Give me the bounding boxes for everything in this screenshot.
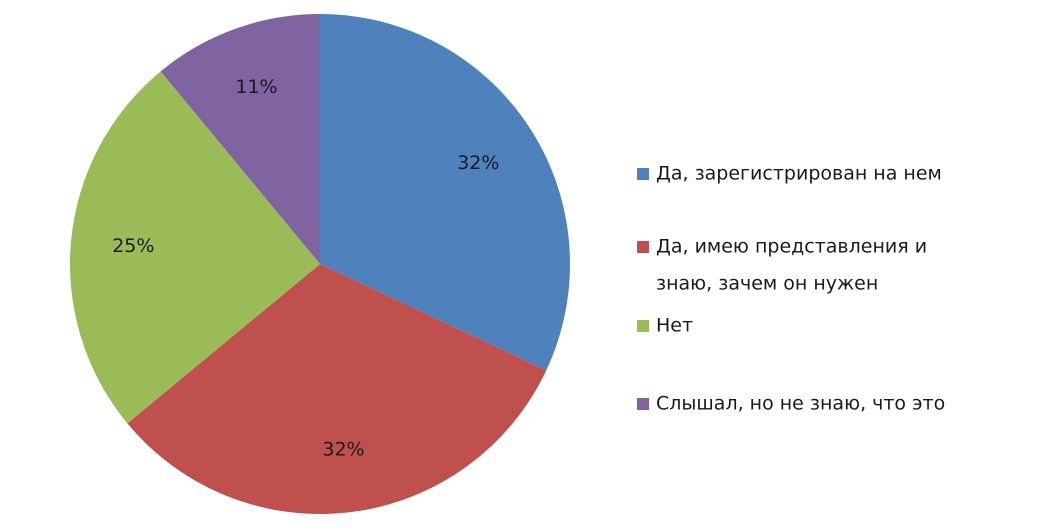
legend-label-2-line-2: знаю, зачем он нужен [656, 273, 878, 295]
legend-swatch-3 [637, 320, 649, 332]
pie-slice-labels: 32% 32% 25% 11% [112, 76, 499, 460]
legend-label-2-line-1: Да, имею представления и [656, 236, 927, 258]
slice-label-2: 32% [322, 439, 364, 461]
legend-label-3-line-1: Нет [656, 315, 693, 337]
legend-entry-2: Да, имею представления и знаю, зачем он н… [637, 236, 927, 295]
legend-label-4-line-1: Слышал, но не знаю, что это [656, 393, 945, 415]
pie-slices [69, 14, 571, 515]
slice-label-3: 25% [112, 235, 154, 257]
pie-slice-4 [160, 14, 320, 264]
slice-label-1: 32% [457, 152, 499, 174]
legend-entry-1: Да, зарегистрирован на нем [637, 163, 942, 185]
legend-label-1-line-1: Да, зарегистрирован на нем [656, 163, 942, 185]
pie-slice-1 [320, 14, 571, 371]
pie-slice-2 [127, 264, 547, 515]
legend-swatch-4 [637, 398, 649, 410]
legend-entry-3: Нет [637, 315, 693, 337]
legend-entry-4: Слышал, но не знаю, что это [637, 393, 945, 415]
legend-swatch-2 [637, 241, 649, 253]
pie-slice-3 [69, 71, 320, 424]
slice-label-4: 11% [235, 76, 277, 98]
legend-swatch-1 [637, 168, 649, 180]
legend: Да, зарегистрирован на нем Да, имею предс… [637, 163, 945, 415]
